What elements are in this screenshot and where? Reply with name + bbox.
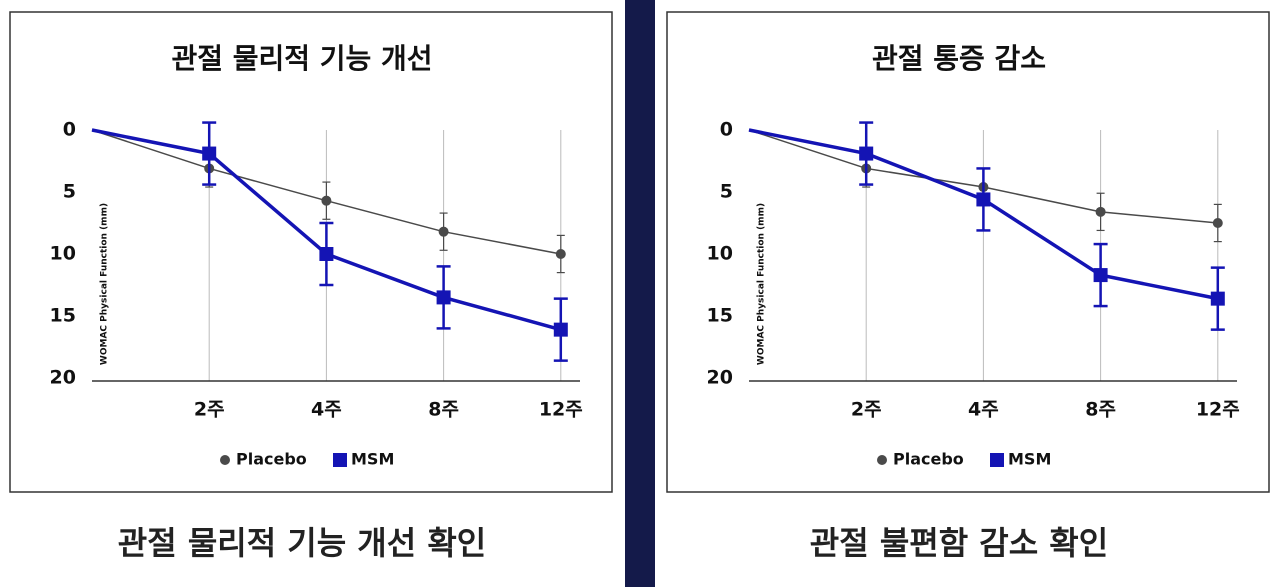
- marker: [321, 195, 332, 206]
- x-tick-label: 8주: [1085, 399, 1116, 421]
- y-axis-label: WOMAC Physical Function (mm): [757, 203, 767, 365]
- legend-label: Placebo: [893, 450, 964, 469]
- x-tick-label: 2주: [194, 399, 225, 421]
- marker: [436, 290, 451, 305]
- y-tick-label: 5: [720, 181, 733, 203]
- caption: 관절 불편함 감소 확인: [810, 524, 1108, 562]
- marker: [438, 226, 449, 237]
- marker: [859, 146, 874, 161]
- chart-frame: [9, 11, 613, 493]
- chart-frame: [666, 11, 1270, 493]
- marker: [1093, 268, 1108, 283]
- legend-label: MSM: [1008, 450, 1051, 469]
- legend-label: Placebo: [236, 450, 307, 469]
- y-axis-label: WOMAC Physical Function (mm): [100, 203, 110, 365]
- marker: [553, 322, 568, 337]
- x-tick-label: 12주: [539, 399, 583, 421]
- marker: [1212, 218, 1223, 228]
- marker: [220, 455, 230, 465]
- y-tick-label: 10: [50, 243, 76, 265]
- x-tick-label: 12주: [1196, 399, 1240, 421]
- y-tick-label: 10: [707, 243, 733, 265]
- x-tick-label: 2주: [851, 399, 882, 421]
- chart-title: 관절 물리적 기능 개선: [171, 42, 432, 75]
- marker: [976, 192, 991, 207]
- marker: [319, 247, 334, 261]
- chart-title: 관절 통증 감소: [872, 42, 1046, 75]
- y-tick-label: 15: [707, 305, 733, 327]
- marker: [877, 455, 887, 465]
- y-tick-label: 0: [63, 119, 76, 141]
- legend-label: MSM: [351, 450, 394, 469]
- caption: 관절 물리적 기능 개선 확인: [118, 524, 486, 562]
- marker: [333, 453, 347, 467]
- marker: [202, 146, 217, 161]
- y-tick-label: 20: [50, 367, 76, 389]
- marker: [555, 249, 566, 259]
- x-tick-label: 4주: [311, 399, 342, 421]
- y-tick-label: 15: [50, 305, 76, 327]
- y-tick-label: 20: [707, 367, 733, 389]
- x-tick-label: 4주: [968, 399, 999, 421]
- divider: [625, 0, 655, 587]
- marker: [1095, 206, 1106, 217]
- marker: [990, 453, 1004, 467]
- x-tick-label: 8주: [428, 399, 459, 421]
- marker: [1210, 291, 1225, 306]
- y-tick-label: 0: [720, 119, 733, 141]
- y-tick-label: 5: [63, 181, 76, 203]
